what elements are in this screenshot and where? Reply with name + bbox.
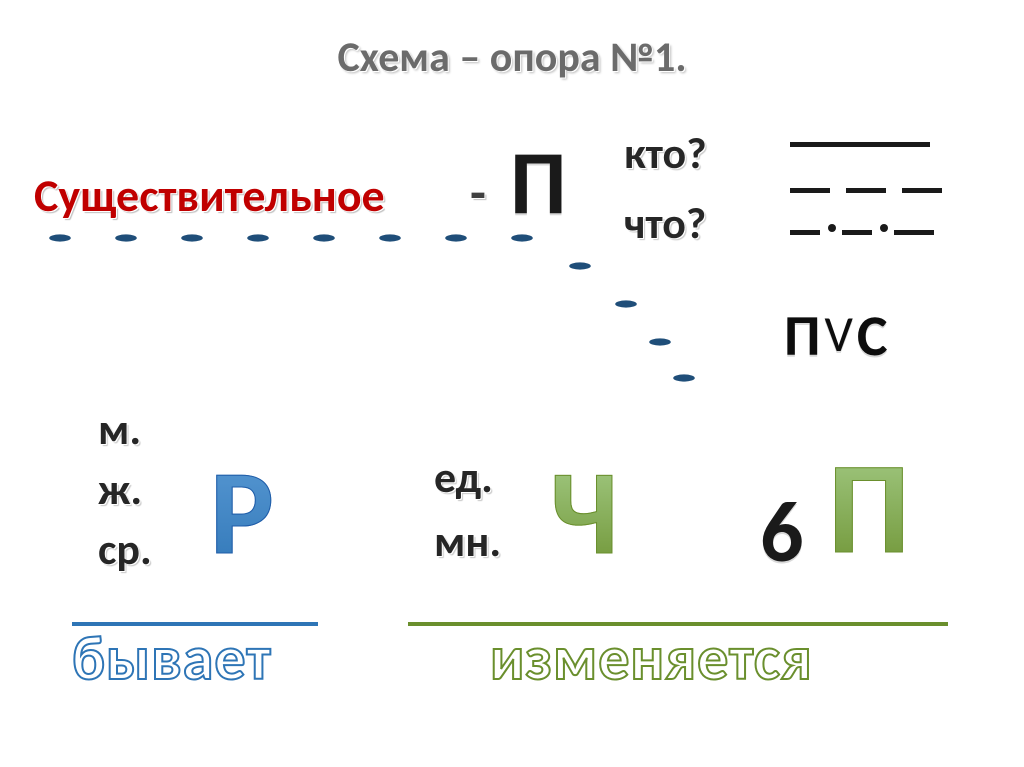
- big-p-right: П: [828, 428, 910, 587]
- big-p-top: П: [510, 128, 567, 238]
- noun-label: Существительное: [34, 168, 385, 224]
- page-title: Схема – опора №1.: [0, 32, 1024, 83]
- underline-dash-seg: [846, 188, 886, 193]
- pvc-v: V: [821, 304, 857, 365]
- big-r: Р: [210, 440, 274, 586]
- trail-dot: [313, 234, 335, 241]
- underline-dashdot-seg: [790, 230, 820, 235]
- trail-dot: [379, 234, 401, 241]
- underline-dash-seg: [902, 188, 942, 193]
- underline-dot: [828, 224, 836, 232]
- number-ed: ед.: [434, 450, 493, 504]
- p-or-s: ПVС: [784, 300, 888, 371]
- label-byvaet: бывает: [72, 620, 272, 696]
- underline-solid: [790, 142, 930, 147]
- pvc-p: П: [784, 300, 821, 371]
- underline-dot: [880, 224, 888, 232]
- gender-m: м.: [98, 402, 141, 456]
- dash: -: [470, 160, 486, 224]
- trail-dot: [247, 234, 269, 241]
- trail-dot: [569, 262, 591, 269]
- number-mn: мн.: [434, 514, 501, 568]
- gender-zh: ж.: [98, 462, 142, 516]
- trail-dot: [615, 300, 637, 307]
- underline-dashdot-seg: [842, 230, 872, 235]
- trail-dot: [673, 374, 695, 381]
- trail-dot: [181, 234, 203, 241]
- trail-dot: [445, 234, 467, 241]
- trail-dot: [511, 234, 533, 241]
- trail-dot: [649, 338, 671, 345]
- underline-dash-seg: [790, 188, 830, 193]
- question-what: что?: [624, 196, 706, 250]
- label-izmenyaetsya: изменяется: [490, 620, 813, 696]
- pvc-c: С: [857, 300, 888, 371]
- big-ch: Ч: [550, 440, 618, 586]
- trail-dot: [49, 234, 71, 241]
- six: 6: [760, 480, 804, 585]
- question-who: кто?: [624, 126, 707, 180]
- underline-dashdot-seg: [894, 230, 934, 235]
- gender-sr: ср.: [98, 522, 152, 576]
- trail-dot: [115, 234, 137, 241]
